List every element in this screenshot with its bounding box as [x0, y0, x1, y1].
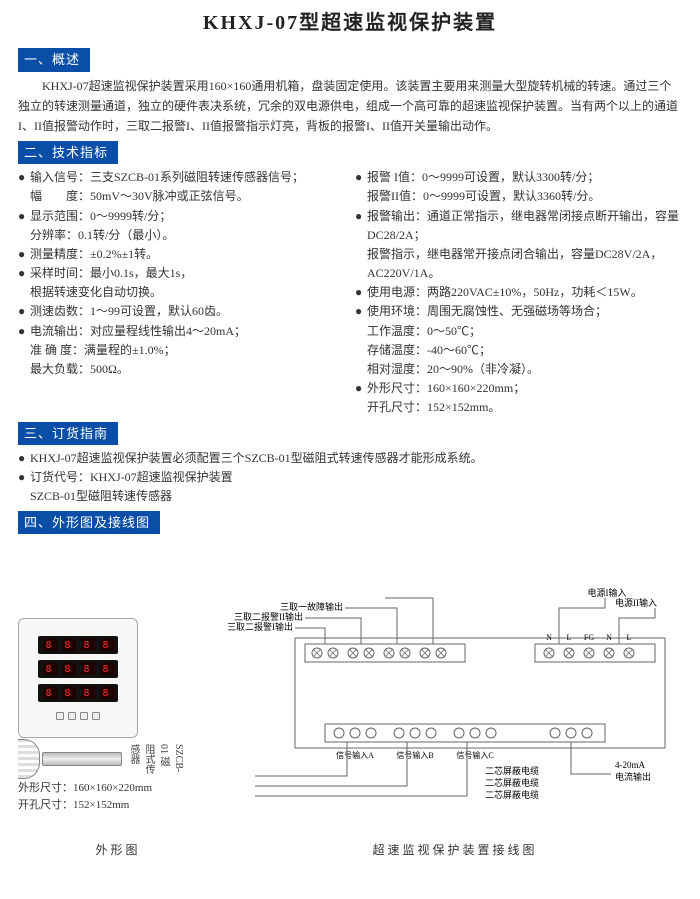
specs-right-item: 使用电源：两路220VAC±10%，50Hz，功耗＜15W。 — [355, 283, 682, 302]
specs-right-list: 报警 I值：0～9999可设置，默认3300转/分；报警II值：0～9999可设… — [355, 168, 682, 417]
led-row-2 — [38, 660, 118, 678]
specs-left-item: 幅 度：50mV～30V脉冲或正弦信号。 — [18, 187, 345, 206]
page-title: KHXJ-07型超速监视保护装置 — [18, 8, 682, 38]
specs-left-item: 测速齿数：1～99可设置，默认60齿。 — [18, 302, 345, 321]
cable-label-2: 二芯屏蔽电缆 — [485, 777, 539, 788]
ordering-item: 订货代号：KHXJ-07超速监视保护装置 — [18, 468, 682, 487]
ordering-list: KHXJ-07超速监视保护装置必须配置三个SZCB-01型磁阻式转速传感器才能形… — [18, 449, 682, 507]
svg-text:L: L — [567, 633, 572, 642]
specs-columns: 输入信号：三支SZCB-01系列磁阻转速传感器信号；幅 度：50mV～30V脉冲… — [18, 168, 682, 417]
sensor-label: SZCB-01 磁阻式传感器 — [126, 744, 186, 774]
specs-right-item: 存储温度：-40～60℃； — [355, 341, 682, 360]
ordering-item: KHXJ-07超速监视保护装置必须配置三个SZCB-01型磁阻式转速传感器才能形… — [18, 449, 682, 468]
specs-left-item: 准 确 度：满量程的±1.0%； — [18, 341, 345, 360]
specs-left-item: 电流输出：对应量程线性输出4～20mA； — [18, 322, 345, 341]
specs-left-item: 显示范围：0～9999转/分； — [18, 207, 345, 226]
overview-text: KHXJ-07超速监视保护装置采用160×160通用机箱，盘装固定使用。该装置主… — [18, 76, 682, 137]
svg-text:N: N — [606, 633, 612, 642]
svg-text:FG: FG — [584, 633, 594, 642]
right-caption: 超速监视保护装置接线图 — [228, 841, 682, 859]
svg-text:N: N — [546, 633, 552, 642]
w-top-0: 三取二报警I输出 — [228, 621, 293, 632]
section-3-header: 三、订货指南 — [18, 422, 118, 446]
specs-left-item: 采样时间：最小0.1s，最大1s， — [18, 264, 345, 283]
led-row-3 — [38, 684, 118, 702]
specs-right-item: 相对湿度：20～90%（非冷凝）。 — [355, 360, 682, 379]
device-front-panel — [18, 618, 138, 738]
section-4-header: 四、外形图及接线图 — [18, 511, 160, 535]
specs-right-item: 报警II值：0～9999可设置，默认3360转/分。 — [355, 187, 682, 206]
specs-right-item: 外形尺寸：160×160×220mm； — [355, 379, 682, 398]
specs-left-item: 分辨率：0.1转/分（最小）。 — [18, 226, 345, 245]
specs-right-item: 报警输出：通道正常指示，继电器常闭接点断开输出，容量DC28/2A； — [355, 207, 682, 245]
specs-left-list: 输入信号：三支SZCB-01系列磁阻转速传感器信号；幅 度：50mV～30V脉冲… — [18, 168, 345, 379]
section-1-header: 一、概述 — [18, 48, 90, 72]
w-bot-1: 信号输入B — [396, 750, 433, 760]
cable-label-1: 二芯屏蔽电缆 — [485, 765, 539, 776]
figure-area: SZCB-01 磁阻式传感器 外形尺寸：160×160×220mm 开孔尺寸：1… — [18, 568, 682, 859]
sensor-drawing: SZCB-01 磁阻式传感器 — [18, 744, 218, 774]
cable-label-3: 二芯屏蔽电缆 — [485, 789, 539, 800]
specs-right-item: 开孔尺寸：152×152mm。 — [355, 398, 682, 417]
led-row-1 — [38, 636, 118, 654]
dim-line-2: 开孔尺寸：152×152mm — [18, 797, 218, 814]
sensor-probe — [42, 752, 122, 766]
specs-left-item: 最大负载：500Ω。 — [18, 360, 345, 379]
w-top-4: 电源II输入 — [615, 597, 657, 608]
svg-text:L: L — [627, 633, 632, 642]
specs-right-item: 报警 I值：0～9999可设置，默认3300转/分； — [355, 168, 682, 187]
specs-left-item: 测量精度：±0.2%±1转。 — [18, 245, 345, 264]
specs-left-item: 输入信号：三支SZCB-01系列磁阻转速传感器信号； — [18, 168, 345, 187]
w-top-3: 电源I输入 — [588, 587, 627, 598]
specs-right-item: 报警指示，继电器常开接点闭合输出，容量DC28V/2A，AC220V/1A。 — [355, 245, 682, 283]
right-figure: N L FG N L 三取二报警I输出 三取二报警II输出 三取一故障输出 电源… — [228, 568, 682, 859]
wiring-diagram: N L FG N L 三取二报警I输出 三取二报警II输出 三取一故障输出 电源… — [228, 568, 682, 808]
gear-icon — [18, 739, 40, 779]
w-bot-2: 信号输入C — [456, 750, 493, 760]
dim-line-1: 外形尺寸：160×160×220mm — [18, 780, 218, 797]
w-top-2: 三取一故障输出 — [280, 601, 343, 612]
section-2-header: 二、技术指标 — [18, 141, 118, 165]
w-bot-3b: 电流输出 — [615, 771, 651, 782]
specs-right-item: 使用环境：周围无腐蚀性、无强磁场等场合； — [355, 302, 682, 321]
left-caption: 外形图 — [18, 841, 218, 859]
specs-right-item: 工作温度：0～50℃； — [355, 322, 682, 341]
specs-left-item: 根据转速变化自动切换。 — [18, 283, 345, 302]
w-top-1: 三取二报警II输出 — [234, 611, 303, 622]
w-bot-3a: 4-20mA — [615, 760, 645, 770]
left-figure: SZCB-01 磁阻式传感器 外形尺寸：160×160×220mm 开孔尺寸：1… — [18, 618, 218, 859]
w-bot-0: 信号输入A — [336, 750, 374, 760]
panel-buttons — [56, 712, 100, 720]
ordering-item: SZCB-01型磁阻转速传感器 — [18, 487, 682, 506]
device-dimensions: 外形尺寸：160×160×220mm 开孔尺寸：152×152mm — [18, 780, 218, 813]
